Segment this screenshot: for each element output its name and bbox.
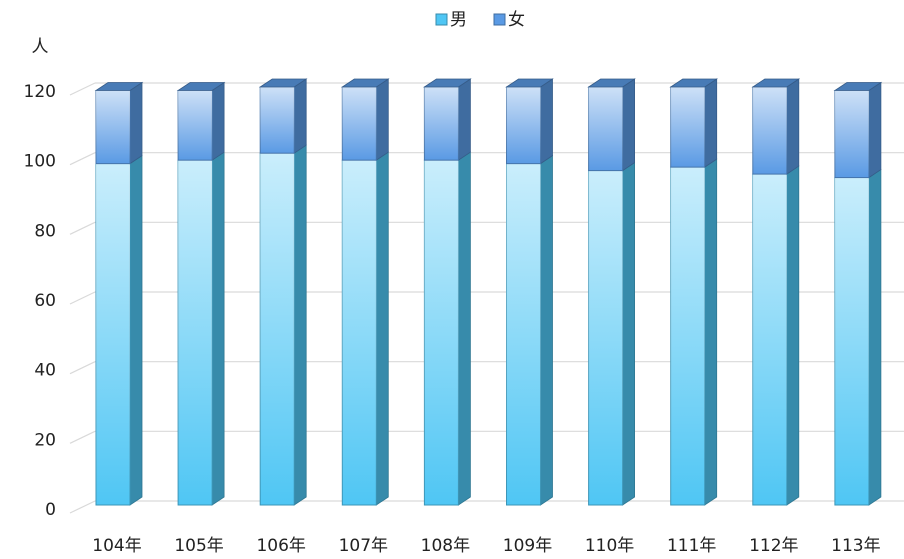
bar-side: [457, 151, 471, 506]
bar-shine: [752, 174, 787, 506]
bar-shine: [506, 87, 541, 164]
bar-shine: [342, 160, 377, 505]
y-tick-label: 20: [34, 430, 56, 450]
bar-side: [211, 151, 225, 506]
grid-line: [69, 291, 96, 305]
bar-side: [786, 78, 800, 175]
x-tick-label: 113年: [831, 536, 880, 556]
bar-side: [211, 81, 225, 161]
x-tick-label: 109年: [503, 536, 552, 556]
bar-side: [540, 78, 553, 165]
bar-shine: [834, 90, 869, 178]
grid-line: [69, 361, 96, 375]
bar-shine: [670, 87, 705, 168]
bar-shine: [424, 87, 459, 161]
legend-swatch: [493, 13, 506, 26]
bar-top: [587, 78, 636, 88]
bar-side: [293, 144, 307, 506]
y-tick-label: 0: [45, 500, 56, 520]
grid-line: [69, 500, 96, 514]
bar-shine: [342, 87, 377, 161]
bar-side: [129, 81, 143, 165]
grid-line: [69, 430, 96, 444]
bar-shine: [506, 163, 541, 505]
bar-shine: [834, 177, 869, 506]
bar-top: [94, 82, 144, 91]
bar-top: [669, 78, 719, 88]
x-tick-label: 112年: [749, 536, 798, 556]
x-tick-label: 104年: [92, 536, 141, 556]
bar-side: [622, 161, 635, 506]
bar-side: [375, 151, 389, 506]
bar-shine: [424, 160, 459, 505]
bar-side: [540, 154, 553, 506]
bar-top: [176, 82, 226, 91]
bar-side: [622, 78, 635, 172]
bar-shine: [588, 170, 623, 505]
bar-side: [129, 154, 143, 506]
bar-shine: [260, 153, 295, 505]
x-tick-label: 105年: [174, 536, 223, 556]
x-tick-label: 111年: [667, 536, 716, 556]
legend-label: 男: [450, 10, 467, 30]
bar-side: [868, 168, 882, 506]
bar-top: [833, 82, 883, 91]
x-tick-label: 106年: [256, 536, 305, 556]
y-tick-label: 100: [24, 152, 56, 172]
bar-side: [293, 78, 307, 154]
grid-line: [69, 152, 96, 166]
bar-shine: [178, 90, 213, 161]
bar-shine: [178, 160, 213, 505]
bar-side: [868, 81, 882, 179]
x-tick-label: 107年: [339, 536, 388, 556]
x-tick-label: 110年: [585, 536, 634, 556]
bar-top: [258, 78, 308, 88]
legend-label: 女: [508, 10, 525, 30]
y-tick-label: 60: [34, 291, 56, 311]
bar-top: [423, 78, 472, 88]
bar-side: [786, 165, 800, 506]
bar-top: [340, 78, 390, 88]
y-axis-label: 人: [32, 37, 49, 57]
bar-shine: [588, 87, 623, 171]
bar-shine: [96, 163, 130, 505]
grid-line: [69, 221, 96, 235]
bar-side: [457, 78, 471, 161]
grid-line: [69, 82, 96, 96]
bar-side: [704, 158, 718, 506]
y-tick-label: 40: [34, 361, 56, 381]
bar-side: [375, 78, 389, 161]
bar-top: [505, 78, 554, 88]
legend-swatch: [435, 13, 448, 26]
bar-shine: [96, 90, 130, 164]
bar-shine: [260, 87, 295, 154]
y-tick-label: 80: [34, 221, 56, 241]
bar-side: [704, 78, 718, 168]
bar-shine: [752, 87, 787, 175]
x-tick-label: 108年: [421, 536, 470, 556]
bar-shine: [670, 167, 705, 505]
y-tick-label: 120: [24, 82, 56, 102]
bar-top: [751, 78, 801, 88]
